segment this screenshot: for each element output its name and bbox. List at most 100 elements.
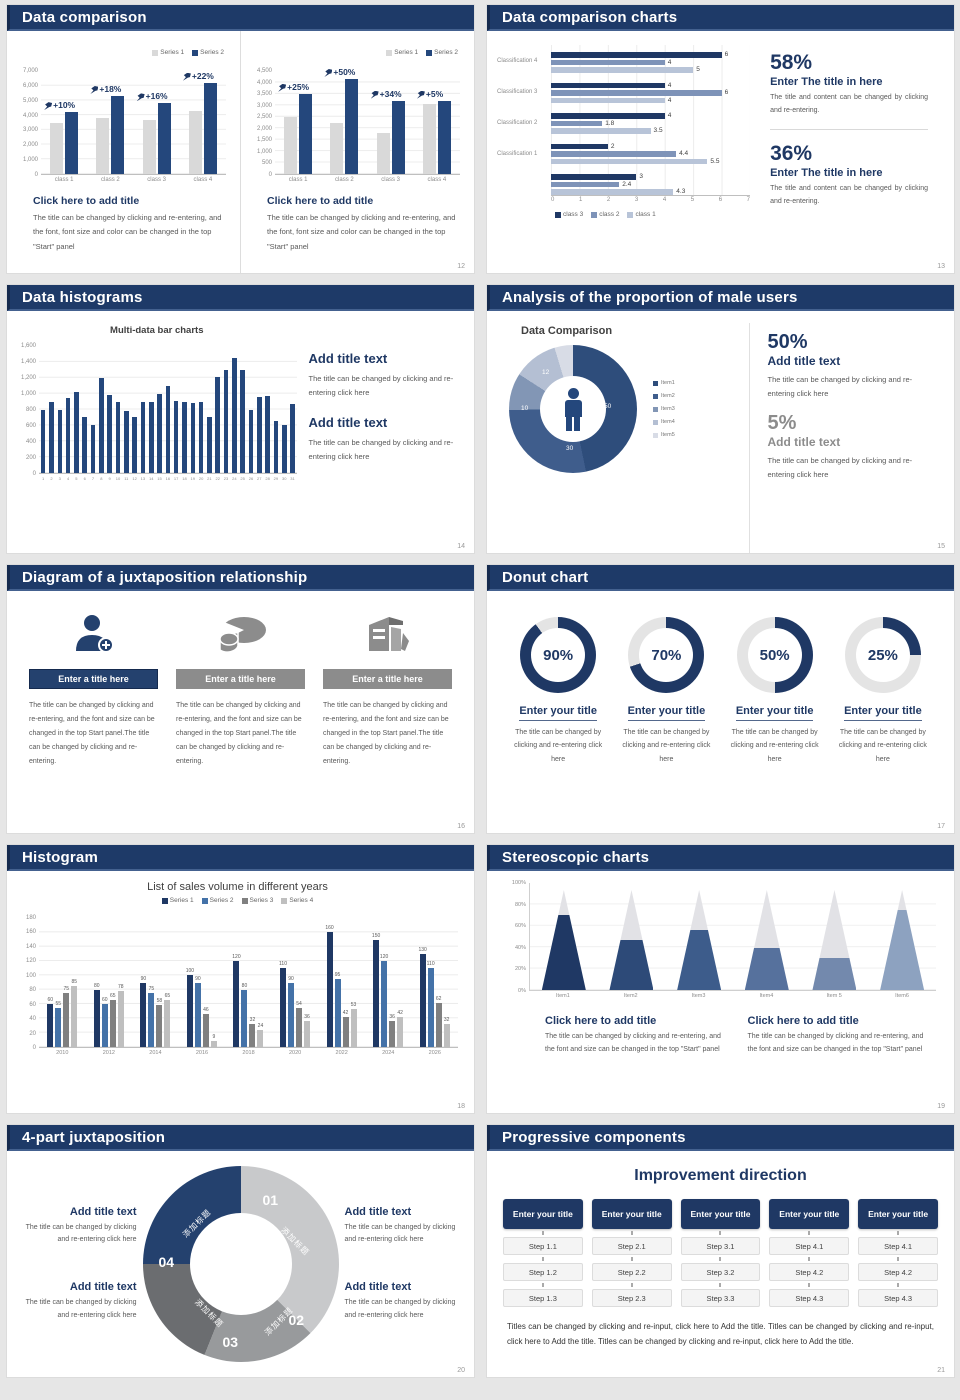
bar: 150	[372, 933, 380, 1047]
x-tick-label: 25	[240, 476, 245, 481]
legend-label: Item5	[661, 432, 675, 438]
plot-area	[39, 346, 297, 474]
step-box[interactable]: Step 1.2	[503, 1263, 583, 1281]
slide-18[interactable]: Histogram List of sales volume in differ…	[6, 844, 475, 1114]
legend-swatch	[591, 211, 598, 218]
slide-17[interactable]: Donut chart 90% Enter your title The title…	[486, 564, 955, 834]
column-title-button[interactable]: Enter your title	[680, 1199, 761, 1229]
progressive-column: Enter your title Step 1.1 Step 1.2 Step 1.3	[503, 1199, 583, 1307]
stat-block: 36% Enter The title in here The title an…	[770, 142, 928, 208]
step-box[interactable]: Step 1.1	[503, 1237, 583, 1255]
y-tick-label: 0	[268, 171, 272, 178]
slide-19[interactable]: Stereoscopic charts 100% 80% 60% 40% 20% 0% It…	[486, 844, 955, 1114]
step-box[interactable]: Step 4.3	[769, 1289, 850, 1307]
plot-area: 6 4 5 4 6 4 4 1.8 3.5 2 4.4 5.5 3 2.4 4.3	[551, 45, 751, 195]
bar-group	[47, 346, 55, 473]
pushpin-icon	[90, 85, 99, 94]
slide-14[interactable]: Data histograms Multi-data bar charts 1,…	[6, 284, 475, 554]
bar-value-label: 80	[94, 982, 100, 989]
block-heading: Add title text	[344, 1205, 412, 1218]
x-tick-label: Item 5	[826, 993, 842, 999]
bar	[330, 122, 344, 174]
y-axis: 4,500 4,000 3,500 3,000 2,500 2,000 1,500 1,000…	[251, 68, 275, 178]
bar-group	[189, 346, 197, 473]
x-tick-label: class 3	[147, 177, 166, 183]
step-box[interactable]: Step 3.2	[680, 1263, 761, 1281]
slide-16[interactable]: Diagram of a juxtaposition relationship …	[6, 564, 475, 834]
step-box[interactable]: Step 4.1	[858, 1237, 938, 1255]
pyramid-zone: 100% 80% 60% 40% 20% 0%	[505, 880, 936, 994]
step-box[interactable]: Step 4.2	[769, 1263, 850, 1281]
x-tick-label: 30	[281, 476, 287, 481]
bar-group	[230, 346, 238, 473]
text-block: Add title text The title can be changed …	[345, 1281, 465, 1322]
bar	[142, 119, 156, 174]
column-title-button[interactable]: Enter your title	[858, 1199, 938, 1229]
bar	[273, 420, 279, 473]
bar-group	[222, 346, 230, 473]
growth-text: +10%	[53, 100, 76, 111]
pyramid	[744, 890, 789, 990]
x-axis-labels: class 1 class 2 class 3 class 4	[41, 177, 226, 183]
step-box[interactable]: Step 3.3	[680, 1289, 761, 1307]
bar: 42	[397, 1010, 404, 1047]
growth-label: +16%	[136, 91, 168, 102]
bar-value-label: 9	[212, 1033, 216, 1040]
slide-15[interactable]: Analysis of the proportion of male users…	[486, 284, 955, 554]
legend-label: Series 4	[289, 897, 314, 904]
growth-text: +34%	[379, 88, 402, 99]
column-title-button[interactable]: Enter your title	[503, 1199, 583, 1229]
step-box[interactable]: Step 4.1	[769, 1237, 850, 1255]
legend-item: Item4	[653, 419, 675, 425]
x-tick-label: 2012	[102, 1050, 115, 1056]
column-title-button[interactable]: Enter your title	[591, 1199, 672, 1229]
bar	[290, 403, 295, 473]
slide-title: Progressive components	[502, 1128, 686, 1146]
title-bar[interactable]: Enter a title here	[323, 669, 452, 689]
step-box[interactable]: Step 1.3	[503, 1289, 583, 1307]
step-box[interactable]: Step 2.2	[591, 1263, 672, 1281]
step-box[interactable]: Step 3.1	[680, 1237, 761, 1255]
column-title-button[interactable]: Enter your title	[769, 1199, 850, 1229]
bar-value-label: 4	[667, 112, 672, 119]
slide-12[interactable]: Data comparison Series 1 Series 2 7,000 6,…	[6, 4, 475, 274]
title-bar[interactable]: Enter a title here	[176, 669, 305, 689]
ring-heading: Enter your title	[735, 705, 814, 721]
x-tick-label: 5	[690, 197, 695, 203]
step-box[interactable]: Step 4.3	[858, 1289, 938, 1307]
x-tick-label: 22	[215, 476, 220, 481]
bar	[215, 376, 220, 473]
progressive-column: Enter your title Step 4.1 Step 4.2 Step 4.3	[858, 1199, 938, 1307]
legend-label: Series 1	[394, 49, 419, 56]
x-tick-label: 2014	[149, 1050, 162, 1056]
step-box[interactable]: Step 4.2	[858, 1263, 938, 1281]
slide-title: Data comparison charts	[502, 8, 678, 26]
bar-value-label: 62	[435, 995, 442, 1002]
bar-value-label: 32	[443, 1017, 450, 1024]
x-tick-label: 1	[578, 197, 583, 203]
x-axis: 0 1 2 3 4 5 6 7	[551, 195, 751, 203]
step-box[interactable]: Step 2.3	[591, 1289, 672, 1307]
donut-chart: 50 30 10 12	[509, 345, 637, 473]
ring-hole	[639, 628, 694, 682]
bar-group: +34%	[370, 71, 405, 174]
step-box[interactable]: Step 2.1	[591, 1237, 672, 1255]
x-tick-label: 9	[108, 476, 111, 481]
legend-label: Series 2	[200, 49, 224, 56]
y-tick-label: 0%	[518, 987, 526, 994]
bar: 4	[551, 82, 671, 89]
growth-label: +22%	[182, 71, 214, 81]
slice-value-label: 50	[604, 403, 612, 410]
bar	[248, 409, 254, 473]
bar: 1.8	[551, 120, 614, 127]
y-axis: 180 160 140 120 100 80 60 40 20 0	[17, 915, 39, 1051]
bar-value-label: 120	[379, 954, 389, 960]
bar: 42	[342, 1010, 349, 1047]
slide-21[interactable]: Progressive components Improvement direc…	[486, 1124, 955, 1378]
y-tick-label: 180	[25, 915, 36, 921]
slide-20[interactable]: 4-part juxtaposition Add title text The …	[6, 1124, 475, 1378]
donut-ring: 50%	[736, 617, 813, 693]
block-body: The title can be changed by clicking and…	[33, 213, 222, 251]
title-bar[interactable]: Enter a title here	[29, 669, 158, 689]
